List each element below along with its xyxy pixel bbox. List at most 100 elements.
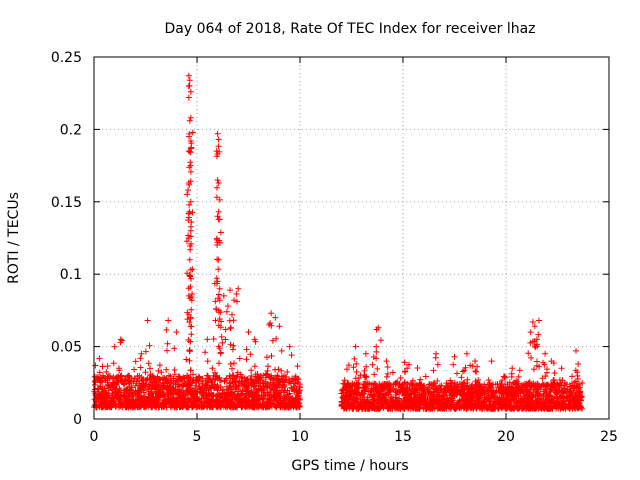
data-point (118, 337, 125, 344)
data-point (111, 343, 118, 350)
data-point (472, 368, 479, 374)
data-point (528, 383, 535, 390)
data-point (401, 359, 408, 366)
data-point (236, 399, 243, 406)
data-point (104, 373, 111, 380)
data-point (186, 208, 193, 215)
data-point (566, 391, 573, 398)
data-point (235, 382, 242, 389)
data-point (247, 391, 254, 398)
data-point (97, 398, 104, 405)
data-point (157, 386, 164, 393)
data-point (235, 285, 242, 292)
data-point (280, 397, 287, 404)
data-point (534, 343, 541, 350)
data-point (229, 372, 236, 379)
data-point (183, 356, 190, 363)
data-point (223, 383, 230, 390)
data-point (122, 387, 129, 394)
data-point (137, 355, 144, 362)
data-point (208, 390, 215, 397)
data-point (125, 396, 132, 402)
data-point (399, 404, 406, 411)
data-point (187, 367, 194, 374)
data-point (250, 398, 257, 404)
data-point (451, 387, 458, 394)
data-point (215, 143, 222, 150)
data-point (530, 405, 537, 412)
data-point (215, 208, 222, 215)
data-point (136, 392, 143, 399)
data-point (136, 404, 143, 411)
data-point (414, 365, 421, 371)
y-tick-label: 0.1 (60, 267, 82, 283)
data-point (350, 364, 357, 371)
data-point (197, 388, 204, 395)
data-point (265, 363, 271, 370)
data-point (103, 368, 110, 375)
data-point (186, 256, 193, 263)
data-point (428, 390, 435, 397)
y-tick-label: 0.2 (60, 122, 82, 138)
data-point (392, 404, 398, 411)
data-point (99, 386, 106, 393)
data-point (131, 375, 138, 382)
data-point (107, 404, 114, 411)
data-point (126, 377, 133, 384)
data-point (287, 380, 294, 387)
data-point (223, 308, 230, 315)
y-tick-label: 0.25 (51, 50, 82, 66)
data-point (190, 371, 196, 378)
data-point (575, 361, 582, 367)
data-point (179, 382, 186, 389)
data-point (171, 367, 178, 373)
data-point (209, 365, 216, 372)
data-point (374, 400, 381, 407)
data-point (218, 391, 225, 398)
data-point (478, 399, 485, 406)
data-point (475, 402, 482, 409)
data-point (138, 350, 145, 357)
axes (93, 56, 610, 420)
data-point (447, 377, 454, 384)
data-point (185, 400, 192, 407)
data-point (422, 373, 429, 380)
data-point (175, 401, 181, 408)
data-point (270, 393, 277, 400)
data-point (469, 363, 476, 370)
data-point (438, 403, 444, 410)
data-point (281, 372, 287, 379)
data-point (215, 295, 222, 302)
data-point (132, 390, 139, 397)
data-point (551, 402, 558, 408)
data-point (555, 403, 562, 410)
data-point (439, 398, 445, 405)
data-point (193, 376, 200, 383)
data-point (434, 361, 441, 368)
data-point (198, 395, 205, 402)
data-point (104, 363, 111, 369)
data-point (258, 387, 265, 394)
data-point (165, 317, 172, 324)
data-point (401, 368, 408, 375)
data-point (509, 365, 516, 372)
data-point (432, 354, 439, 361)
data-point (559, 389, 566, 396)
data-point (549, 381, 556, 388)
data-point (222, 326, 229, 333)
data-point (418, 385, 425, 392)
data-point (405, 405, 412, 412)
data-point (545, 400, 552, 407)
data-point (508, 370, 515, 377)
data-point (188, 306, 195, 313)
data-point (158, 369, 165, 376)
data-point (163, 326, 170, 333)
data-point (499, 377, 506, 384)
data-point (371, 387, 378, 394)
data-point (95, 394, 102, 401)
data-point (380, 401, 387, 408)
data-point (186, 348, 193, 354)
data-point (189, 209, 196, 216)
data-point (142, 397, 149, 404)
data-point (575, 381, 582, 388)
